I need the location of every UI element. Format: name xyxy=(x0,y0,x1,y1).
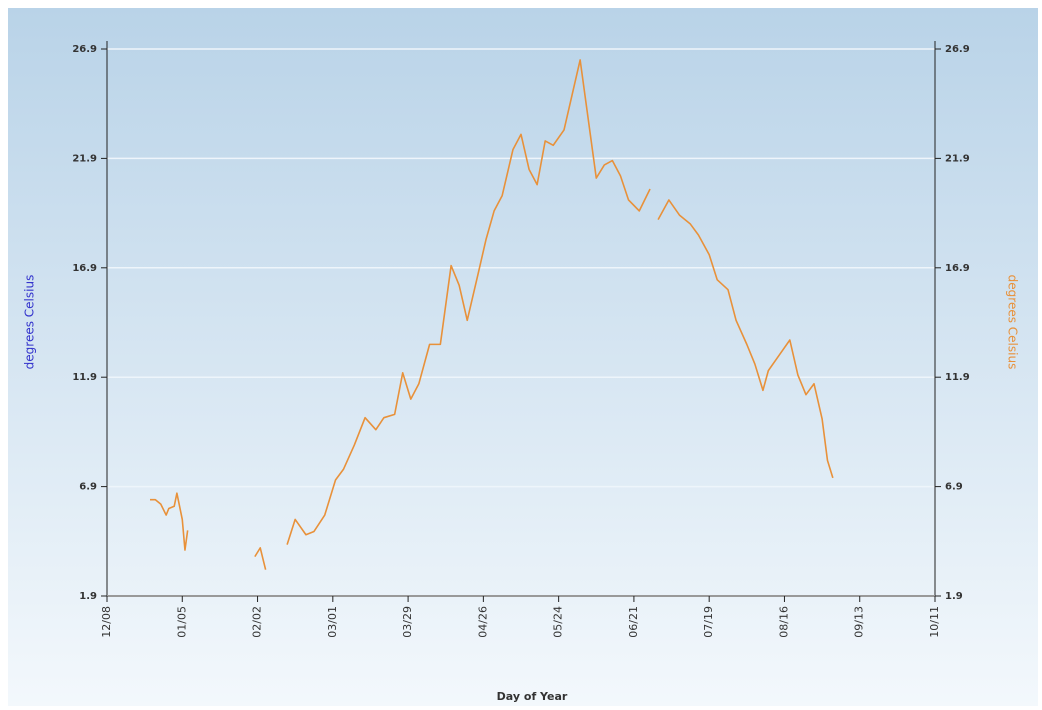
x-tick-label: 03/29 xyxy=(401,606,414,638)
y-tick-label: 11.9 xyxy=(72,372,97,383)
y2-tick-label: 6.9 xyxy=(945,482,963,493)
y-tick-label: 16.9 xyxy=(72,263,97,274)
x-tick-label: 07/19 xyxy=(702,606,715,638)
x-axis-title: Day of Year xyxy=(497,690,568,703)
x-tick-label: 10/11 xyxy=(928,606,941,638)
background xyxy=(8,8,1038,706)
x-tick-label: 02/02 xyxy=(251,606,264,638)
y2-tick-label: 16.9 xyxy=(945,263,970,274)
y2-tick-label: 26.9 xyxy=(945,44,970,55)
x-tick-label: 08/16 xyxy=(777,606,790,638)
y2-axis-title: degrees Celsius xyxy=(1006,275,1020,370)
y-tick-label: 6.9 xyxy=(79,482,97,493)
y-tick-label: 21.9 xyxy=(72,153,97,164)
y2-tick-label: 11.9 xyxy=(945,372,970,383)
x-tick-label: 06/21 xyxy=(627,606,640,638)
y-tick-label: 26.9 xyxy=(72,44,97,55)
y-tick-label: 1.9 xyxy=(79,591,97,602)
x-tick-label: 09/13 xyxy=(853,606,866,638)
y2-tick-label: 1.9 xyxy=(945,591,963,602)
y-axis-title: degrees Celsius xyxy=(23,275,37,370)
x-tick-label: 01/05 xyxy=(175,606,188,638)
x-tick-label: 03/01 xyxy=(326,606,339,638)
x-tick-label: 05/24 xyxy=(552,606,565,638)
y2-tick-label: 21.9 xyxy=(945,153,970,164)
data-line xyxy=(150,59,834,570)
x-tick-label: 04/26 xyxy=(476,606,489,638)
x-tick-label: 12/08 xyxy=(100,606,113,638)
